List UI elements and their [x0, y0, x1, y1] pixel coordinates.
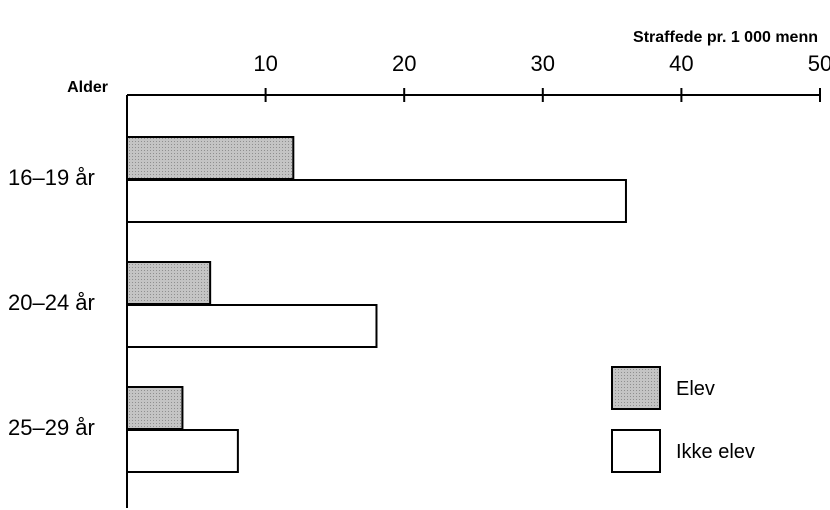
- x-tick-label: 10: [253, 51, 277, 76]
- x-tick-label: 40: [669, 51, 693, 76]
- legend-swatch-elev: [611, 366, 661, 410]
- bar-elev: [126, 386, 184, 430]
- y-axis-title: Alder: [67, 79, 108, 96]
- category-label: 20–24 år: [8, 290, 95, 315]
- bar-ikke-elev: [126, 179, 627, 223]
- legend-label: Ikke elev: [676, 441, 755, 463]
- x-tick-label: 50: [808, 51, 830, 76]
- bar-elev: [126, 136, 295, 180]
- bar-elev: [126, 261, 212, 305]
- x-tick-label: 30: [531, 51, 555, 76]
- x-tick-label: 20: [392, 51, 416, 76]
- legend-label: Elev: [676, 378, 715, 400]
- bar-ikke-elev: [126, 429, 239, 473]
- category-label: 16–19 år: [8, 165, 95, 190]
- x-axis-unit-label: Straffede pr. 1 000 menn: [633, 29, 818, 46]
- category-label: 25–29 år: [8, 415, 95, 440]
- legend-swatch-ikke-elev: [611, 429, 661, 473]
- bar-ikke-elev: [126, 304, 378, 348]
